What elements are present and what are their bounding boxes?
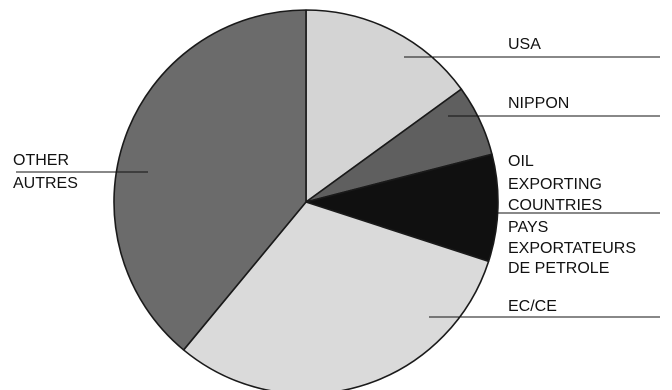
slice-label-line-other-0: OTHER [13,152,69,169]
pie-slice-usa [305,9,463,203]
slice-label-line-oil-exporting-5: DE PETROLE [508,260,609,277]
slice-label-line-oil-exporting-0: OIL [508,153,534,170]
slice-label-line-oil-exporting-1: EXPORTING [508,176,602,193]
slice-label-line-nippon-0: NIPPON [508,95,569,112]
slice-label-line-oil-exporting-3: PAYS [508,219,548,236]
slice-label-ec-ce: EC/CE [508,298,557,315]
leader-lines [16,56,660,318]
slice-label-other: OTHER AUTRES [13,152,78,192]
slice-label-usa: USA [508,36,541,53]
slice-label-line-other-1: AUTRES [13,175,78,192]
slice-label-line-usa-0: USA [508,36,541,53]
slice-label-line-ec-ce-0: EC/CE [508,298,557,315]
slice-label-line-oil-exporting-2: COUNTRIES [508,197,602,214]
slice-label-line-oil-exporting-4: EXPORTATEURS [508,240,636,257]
pie-slice-other [113,9,307,351]
slice-label-oil-exporting: OIL EXPORTING COUNTRIES PAYS EXPORTATEURS DE … [508,153,636,277]
pie-slice-ec-ce [182,201,490,390]
pie-slices [113,9,499,390]
pie-slice-oil-exporting [305,153,499,263]
slice-label-nippon: NIPPON [508,95,569,112]
slice-labels: USA NIPPON OIL EXPORTING COUNTRIES PAYS EXPORT… [13,36,636,315]
